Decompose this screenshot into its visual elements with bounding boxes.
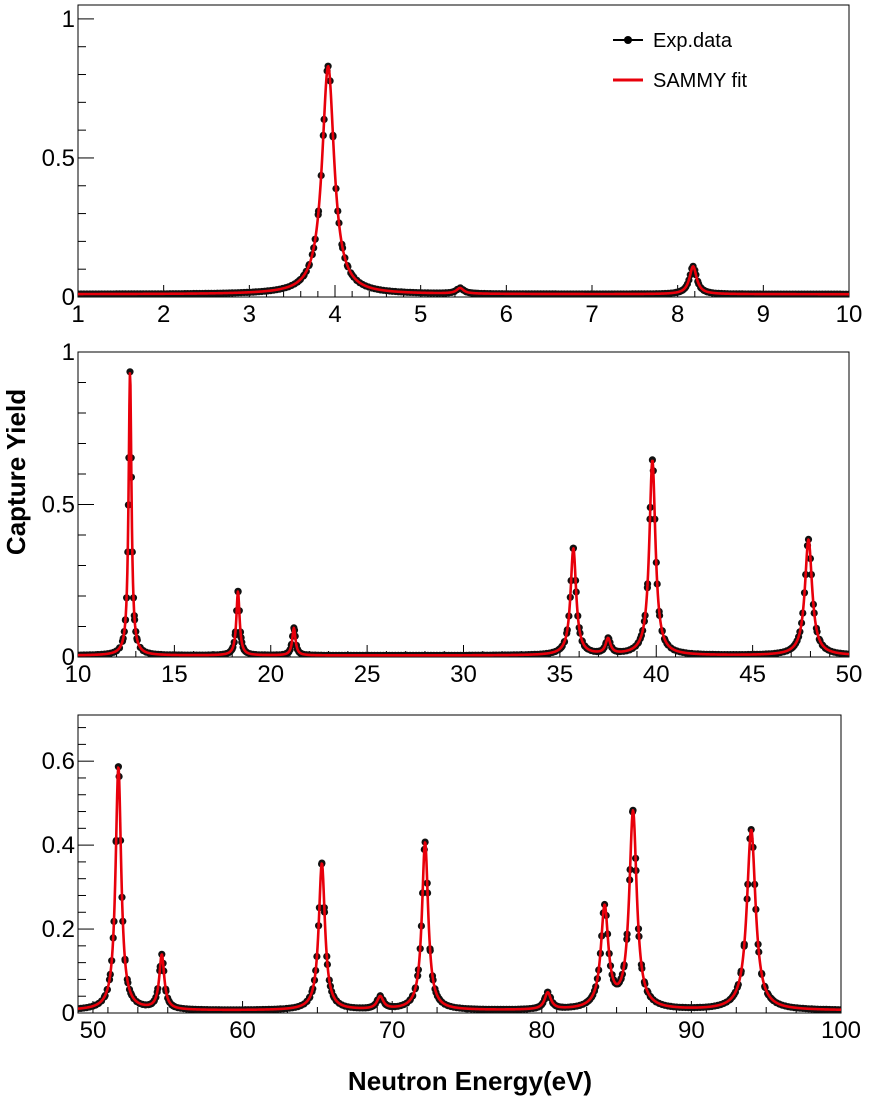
legend-exp-marker <box>624 36 632 44</box>
x-tick-label: 50 <box>80 1017 107 1044</box>
y-axis-title: Capture Yield <box>1 389 31 555</box>
x-tick-label: 7 <box>585 301 598 328</box>
y-tick-label: 1 <box>62 6 75 33</box>
sammy-fit-line <box>78 65 849 296</box>
x-tick-label: 1 <box>71 301 84 328</box>
y-tick-label: 0 <box>62 284 75 311</box>
y-tick-label: 1 <box>62 339 75 366</box>
x-axis-title: Neutron Energy(eV) <box>348 1066 592 1096</box>
plot-frame <box>77 351 850 658</box>
x-tick-label: 10 <box>65 661 92 688</box>
x-tick-label: 90 <box>678 1017 705 1044</box>
panel-top: 1 2 3 4 5 6 7 8 9 10 0 0.5 1 <box>42 4 863 328</box>
x-tick-label: 45 <box>739 661 766 688</box>
panel-bottom: 50 60 70 80 90 100 0 0.2 0.4 0.6 <box>42 714 861 1044</box>
y-tick-label: 0.6 <box>42 748 75 775</box>
x-tick-label: 8 <box>671 301 684 328</box>
plot-area <box>78 763 841 1013</box>
x-tick-label: 2 <box>157 301 170 328</box>
sammy-fit-line <box>78 766 841 1012</box>
x-tick-label: 10 <box>836 301 863 328</box>
x-tick-label: 6 <box>500 301 513 328</box>
x-tick-label: 30 <box>450 661 477 688</box>
x-tick-label: 15 <box>161 661 188 688</box>
x-tick-label: 40 <box>643 661 670 688</box>
plot-area <box>78 62 849 297</box>
x-tick-label: 3 <box>243 301 256 328</box>
panel-middle: 10 15 20 25 30 35 40 45 50 0 0.5 1 <box>42 339 863 688</box>
x-tick-label: 100 <box>821 1017 861 1044</box>
y-tick-label: 0 <box>62 644 75 671</box>
x-tick-label: 70 <box>379 1017 406 1044</box>
legend-fit-label: SAMMY fit <box>653 70 748 92</box>
x-tick-label: 50 <box>836 661 863 688</box>
plot-frame <box>77 714 842 1014</box>
y-tick-label: 0.5 <box>42 492 75 519</box>
x-tick-label: 9 <box>757 301 770 328</box>
legend-exp-label: Exp.data <box>653 30 733 52</box>
x-tick-label: 80 <box>528 1017 555 1044</box>
plot-frame <box>77 4 850 298</box>
y-tick-label: 0 <box>62 1000 75 1027</box>
exp-data-point <box>126 368 134 376</box>
x-tick-label: 20 <box>257 661 284 688</box>
legend: Exp.data SAMMY fit <box>613 30 748 92</box>
x-tick-label: 35 <box>547 661 574 688</box>
x-tick-label: 60 <box>229 1017 256 1044</box>
x-tick-label: 25 <box>354 661 381 688</box>
y-tick-label: 0.5 <box>42 145 75 172</box>
exp-data-series <box>78 763 841 1013</box>
y-tick-label: 0.4 <box>42 832 75 859</box>
exp-data-series <box>78 62 849 297</box>
plot-area <box>78 368 849 657</box>
x-tick-label: 4 <box>328 301 341 328</box>
x-tick-label: 5 <box>414 301 427 328</box>
exp-data-series <box>78 368 849 657</box>
y-tick-label: 0.2 <box>42 916 75 943</box>
sammy-fit-line <box>78 372 849 657</box>
